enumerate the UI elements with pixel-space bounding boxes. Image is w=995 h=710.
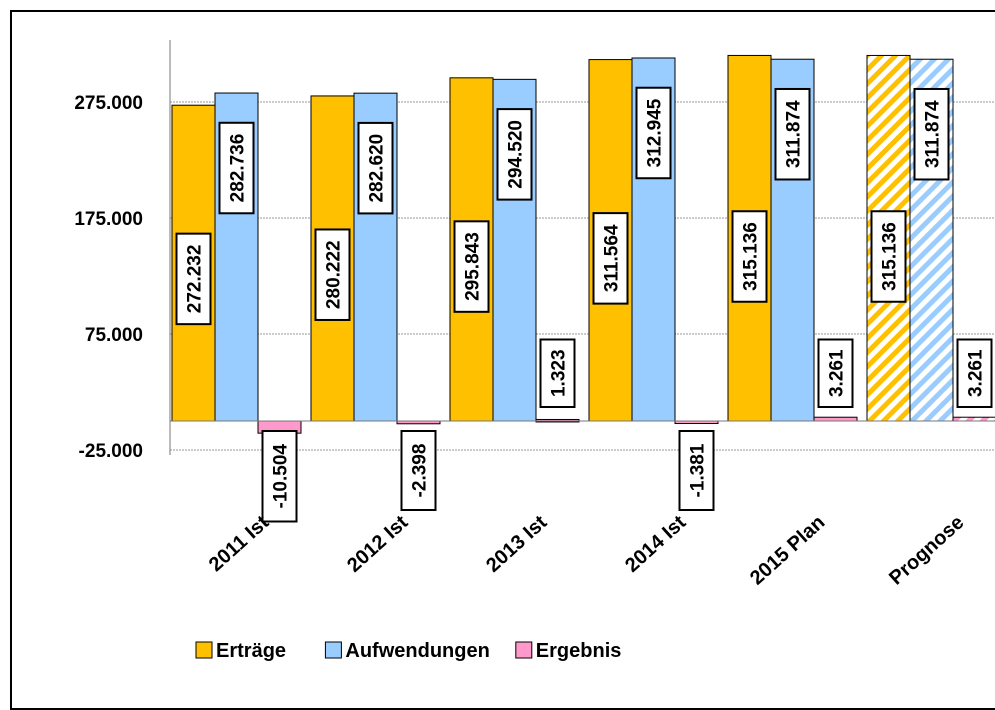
y-tick-label: 175.000 — [74, 209, 143, 230]
data-label: 280.222 — [324, 240, 345, 309]
y-tick-label: 75.000 — [85, 325, 143, 346]
data-label: 3.261 — [966, 349, 987, 397]
data-label: 315.136 — [880, 222, 901, 291]
data-label-box — [453, 220, 490, 313]
data-label-box — [314, 228, 351, 321]
data-label: 272.232 — [185, 245, 206, 314]
data-label: 282.620 — [367, 134, 388, 203]
x-tick-label: 2012 Ist — [343, 511, 413, 577]
data-label-box — [913, 87, 950, 181]
legend-label: Ergebnis — [536, 640, 622, 662]
data-label-box — [400, 430, 437, 511]
data-label: 294.520 — [506, 120, 527, 189]
data-label: 312.945 — [645, 98, 666, 167]
legend-swatch — [515, 641, 533, 659]
legend-swatch — [195, 641, 213, 659]
bar-ergebnis-4 — [813, 416, 858, 422]
x-tick-label: 2014 Ist — [621, 511, 691, 577]
legend-label: Aufwendungen — [345, 640, 489, 662]
x-tick-label: 2015 Plan — [746, 511, 829, 589]
data-label-box — [539, 338, 576, 408]
data-label: -2.398 — [410, 444, 431, 498]
data-label: 311.874 — [784, 100, 805, 168]
x-tick-label: Prognose — [885, 511, 968, 589]
data-label: 3.261 — [827, 349, 848, 397]
data-label: -1.381 — [688, 443, 709, 497]
bar-chart: 272.232 282.736 -10.504 280.222 282.620 -2.39… — [74, 40, 995, 662]
data-label-box — [817, 338, 854, 408]
data-label-box — [956, 338, 993, 408]
data-label: 311.874 — [923, 100, 944, 168]
data-label-box — [635, 86, 672, 180]
y-tick-label: -25.000 — [79, 441, 143, 462]
legend-swatch — [324, 641, 342, 659]
data-label: 315.136 — [741, 222, 762, 291]
data-label-box — [218, 121, 255, 215]
data-label: 311.564 — [602, 224, 623, 292]
y-tick-label: 275.000 — [74, 93, 143, 114]
x-tick-label: 2013 Ist — [482, 511, 552, 577]
data-label: -10.504 — [271, 444, 292, 509]
data-label-box — [774, 87, 811, 181]
data-label: 282.736 — [228, 134, 249, 203]
data-label-box — [870, 210, 907, 303]
data-label-box — [357, 121, 394, 215]
data-label: 295.843 — [463, 232, 484, 301]
x-tick-label: 2011 Ist — [205, 511, 274, 576]
data-label-box — [592, 212, 629, 305]
data-label-box — [175, 232, 212, 326]
data-label-box — [496, 108, 533, 201]
data-label: 1.323 — [549, 349, 570, 397]
legend-label: Erträge — [216, 640, 286, 662]
data-label-box — [678, 430, 715, 511]
data-label-box — [731, 210, 768, 303]
bar-ergebnis-5 — [952, 416, 995, 422]
data-label-box — [261, 430, 298, 523]
